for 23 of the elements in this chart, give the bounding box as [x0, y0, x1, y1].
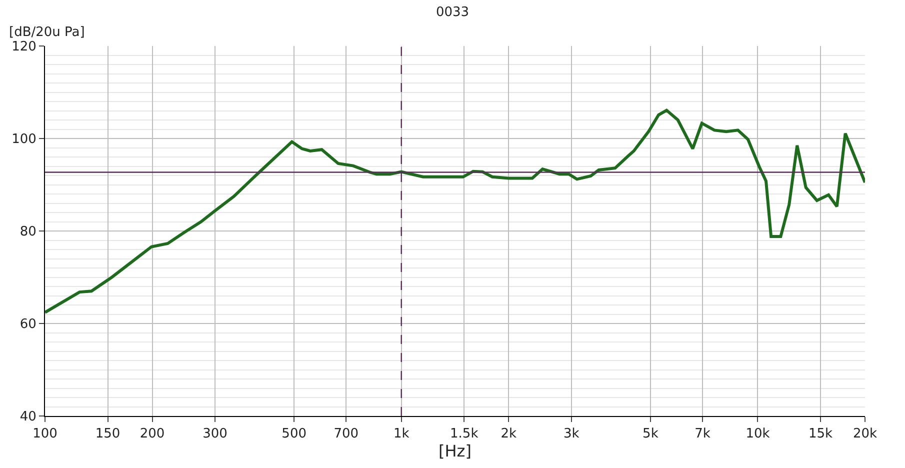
x-axis-title: [Hz] [438, 442, 472, 461]
x-tick-label: 15k [808, 426, 833, 442]
x-tick-label: 10k [746, 426, 770, 442]
y-tick-label: 120 [12, 40, 36, 55]
y-tick-label: 60 [20, 317, 36, 332]
x-tick-label: 200 [140, 426, 165, 442]
x-tick-label: 5k [642, 426, 659, 442]
x-tick-label: 500 [282, 426, 307, 442]
x-tick-label: 1.5k [450, 426, 479, 442]
x-tick-label: 150 [95, 426, 120, 442]
x-tick-label: 300 [202, 426, 228, 442]
x-tick-label: 7k [694, 426, 711, 442]
chart-title: 0033 [436, 5, 470, 20]
x-tick-label: 1k [393, 426, 410, 442]
x-tick-label: 100 [32, 426, 58, 442]
x-tick-label: 3k [563, 426, 580, 442]
y-tick-label: 80 [20, 224, 36, 240]
y-tick-label: 100 [12, 132, 36, 148]
y-axis-title: [dB/20u Pa] [9, 25, 85, 40]
y-tick-label: 40 [20, 410, 36, 425]
x-tick-label: 2k [500, 426, 518, 442]
x-tick-label: 700 [334, 426, 359, 442]
x-tick-label: 20k [852, 426, 878, 442]
